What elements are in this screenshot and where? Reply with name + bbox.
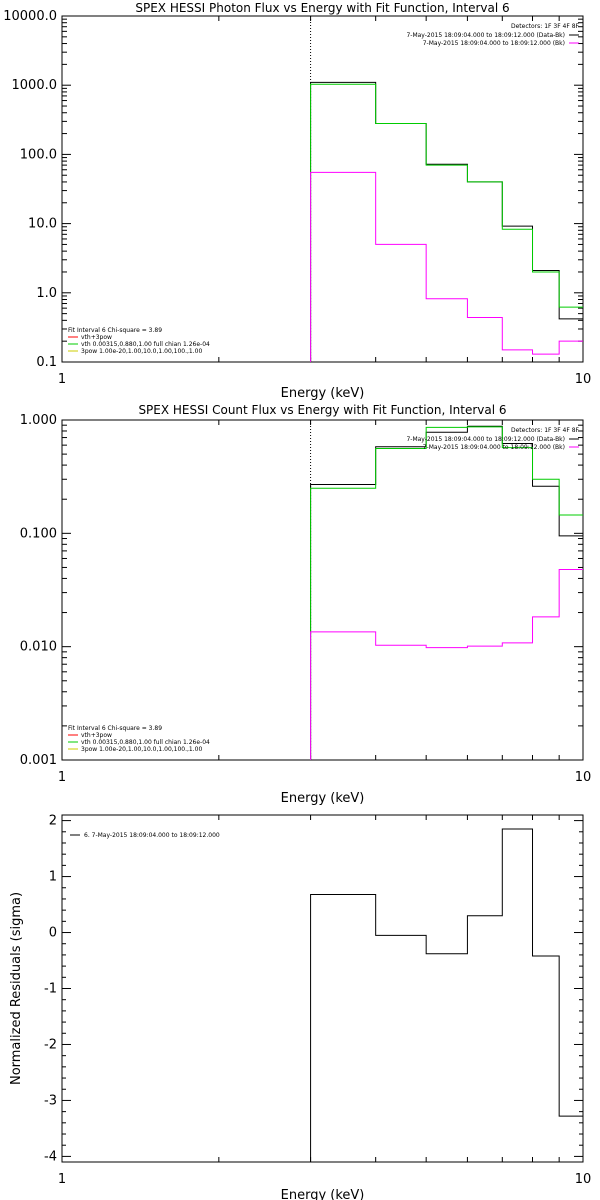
legend-detectors: Detectors: 1F 3F 4F 8F (511, 427, 580, 434)
x-tick-label: 10 (575, 1172, 592, 1187)
series-line-2 (310, 568, 583, 760)
legend-entry: 3pow 1.00e-20,1.00,10.0,1.00,100.,1.00 (81, 348, 202, 355)
y-tick-label: 10000.0 (3, 9, 57, 24)
plot-frame (61, 419, 584, 761)
plot-frame (61, 814, 584, 1163)
y-tick-label: 0.1 (36, 355, 57, 370)
legend-entry: vth 0.00315,0.880,1.00 full chian 1.26e-… (81, 739, 210, 746)
series-line-0 (310, 828, 583, 1162)
series-line-0 (310, 425, 583, 760)
y-tick-label: 2 (49, 814, 57, 829)
series-line-1 (310, 426, 583, 760)
legend-detectors: Detectors: 1F 3F 4F 8F (511, 23, 580, 30)
x-axis-label: Energy (keV) (281, 386, 365, 401)
y-tick-label: 1000.0 (12, 78, 58, 93)
y-tick-label: -3 (44, 1093, 57, 1108)
legend-entry: 7-May-2015 18:09:04.000 to 18:09:12.000 … (423, 40, 565, 47)
chart-title: SPEX HESSI Photon Flux vs Energy with Fi… (135, 1, 509, 15)
x-tick-label: 10 (575, 372, 592, 387)
series-line-2 (310, 171, 583, 362)
x-tick-label: 1 (58, 770, 66, 785)
y-axis-label: Normalized Residuals (sigma) (9, 892, 24, 1085)
y-tick-label: 1.000 (20, 413, 57, 428)
legend-entry: vth+3pow (81, 334, 112, 341)
legend-entry: vth 0.00315,0.880,1.00 full chian 1.26e-… (81, 341, 210, 348)
y-tick-label: 0 (49, 926, 57, 941)
y-tick-label: -4 (44, 1149, 57, 1164)
x-tick-label: 1 (58, 372, 66, 387)
x-tick-label: 1 (58, 1172, 66, 1187)
y-tick-label: 1 (49, 870, 57, 885)
legend-entry: 6. 7-May-2015 18:09:04.000 to 18:09:12.0… (84, 832, 220, 839)
residuals-panel: 1 10 -4 -3 -2 -1 0 1 2 Energy (keV) Normalized Res… (9, 814, 591, 1200)
legend-fit-header: Fit Interval 6 Chi-square = 3.89 (68, 327, 162, 334)
series-line-0 (310, 81, 583, 362)
y-tick-label: 0.100 (20, 526, 57, 541)
y-tick-label: -2 (44, 1037, 57, 1052)
legend-entry: 7-May-2015 18:09:04.000 to 18:09:12.000 … (406, 436, 565, 443)
y-tick-label: 0.001 (20, 753, 57, 768)
legend-fit-header: Fit Interval 6 Chi-square = 3.89 (68, 725, 162, 732)
count-flux-panel: SPEX HESSI Count Flux vs Energy with Fit… (20, 403, 591, 806)
y-tick-label: 0.010 (20, 640, 57, 655)
legend-entry: 3pow 1.00e-20,1.00,10.0,1.00,100.,1.00 (81, 746, 202, 753)
x-axis-label: Energy (keV) (281, 791, 365, 806)
series-line-1 (310, 83, 583, 362)
y-tick-label: 10.0 (28, 217, 57, 232)
x-tick-label: 10 (575, 770, 592, 785)
legend-entry: 7-May-2015 18:09:04.000 to 18:09:12.000 … (423, 444, 565, 451)
plot-frame (61, 15, 584, 363)
y-tick-label: 1.0 (36, 286, 57, 301)
legend-entry: 7-May-2015 18:09:04.000 to 18:09:12.000 … (406, 32, 565, 39)
legend-entry: vth+3pow (81, 732, 112, 739)
y-tick-label: -1 (44, 982, 57, 997)
chart-title: SPEX HESSI Count Flux vs Energy with Fit… (138, 403, 506, 417)
x-axis-label: Energy (keV) (281, 1188, 365, 1200)
y-tick-label: 100.0 (20, 147, 57, 162)
photon-flux-panel: SPEX HESSI Photon Flux vs Energy with Fi… (3, 1, 591, 401)
